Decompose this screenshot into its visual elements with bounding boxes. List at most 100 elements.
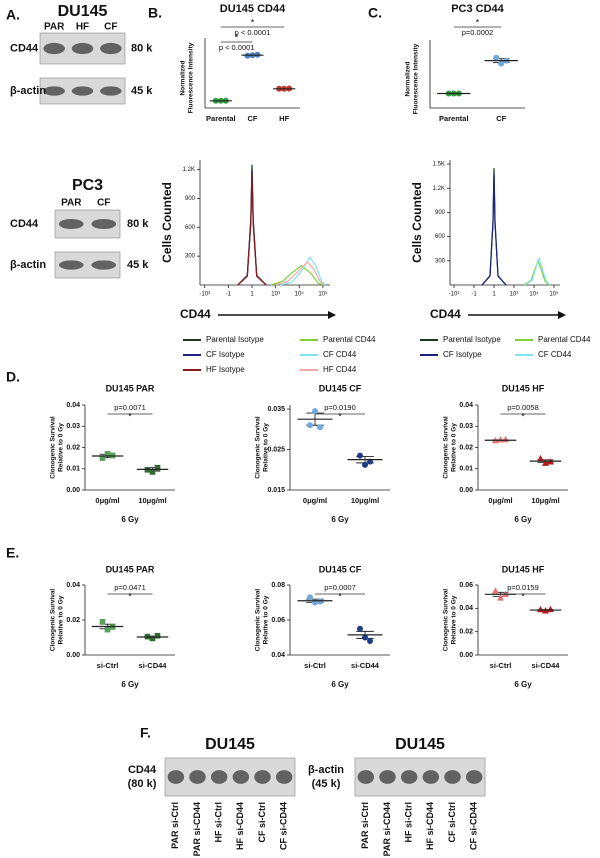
x-tick-label: -1 <box>471 292 477 298</box>
y-axis-label: Cells Counted <box>160 182 174 263</box>
lane-label: CF si-CD44 <box>469 802 479 850</box>
y-axis-label: Cells Counted <box>410 182 424 263</box>
y-axis-label: Relative to 0 Gy <box>451 423 458 472</box>
x-axis-label: 6 Gy <box>331 680 349 689</box>
data-point <box>154 464 161 471</box>
data-point <box>317 598 323 605</box>
blot-band <box>43 86 65 96</box>
significance-star: * <box>476 17 480 27</box>
lane-label: CF <box>97 198 110 209</box>
blot-size: 80 k <box>127 218 149 230</box>
chart-title: DU145 HF <box>502 564 545 574</box>
blot-label: β-actin <box>10 85 46 97</box>
y-axis-label: Clonogenic Survival <box>50 416 57 479</box>
panel-label: F. <box>140 725 151 741</box>
data-point <box>367 638 373 644</box>
x-tick-label: CF <box>496 114 506 123</box>
lane-label: PAR <box>44 22 65 33</box>
y-axis-label: Fluorescence Intensity <box>413 43 420 114</box>
x-tick-label: 10⁴ <box>295 291 305 298</box>
blot-band <box>444 770 461 784</box>
y-tick-label: 0.04 <box>66 402 80 409</box>
blot-size: 80 k <box>131 42 153 54</box>
significance-star: * <box>128 411 132 421</box>
y-tick-label: 300 <box>185 254 196 260</box>
lane-label: PAR si-CD44 <box>192 802 202 856</box>
y-tick-label: 900 <box>185 196 196 202</box>
histogram-line <box>237 174 267 286</box>
y-tick-label: 0.00 <box>459 652 473 659</box>
x-axis-label: CD44 <box>180 307 211 321</box>
significance-star: * <box>235 32 239 42</box>
p-value: p < 0.0001 <box>235 28 271 37</box>
lane-label: HF si-Ctrl <box>214 802 224 843</box>
significance-star: * <box>251 17 255 27</box>
blot-band <box>275 770 293 784</box>
blot-band <box>91 218 117 230</box>
y-tick-label: 0.03 <box>66 423 80 430</box>
blot-band <box>71 86 94 96</box>
data-point <box>307 422 313 429</box>
y-tick-label: 1.2K <box>433 186 445 192</box>
data-point <box>502 435 509 443</box>
data-point <box>104 626 111 633</box>
blot-band <box>422 770 440 784</box>
data-point <box>357 625 363 632</box>
significance-star: * <box>128 591 132 601</box>
x-tick-label: 0μg/ml <box>95 496 119 505</box>
x-axis-label: 6 Gy <box>514 515 532 524</box>
significance-star: * <box>521 591 525 601</box>
y-axis-label: Normalized <box>405 61 412 96</box>
y-axis-label: Fluorescence Intensity <box>188 42 195 113</box>
p-value: p=0.0071 <box>114 403 146 412</box>
chart-title: DU145 PAR <box>106 564 155 574</box>
x-tick-label: 1 <box>492 292 496 298</box>
panel-label: C. <box>368 5 382 21</box>
y-tick-label: 0.02 <box>66 617 80 624</box>
y-tick-label: 0.06 <box>271 617 285 624</box>
data-point <box>357 452 363 459</box>
y-tick-label: 900 <box>435 210 446 216</box>
data-point <box>492 587 499 594</box>
legend-label: CF Isotype <box>206 350 245 359</box>
x-tick-label: HF <box>279 114 289 123</box>
data-point <box>99 455 106 461</box>
y-tick-label: 0.08 <box>271 582 285 589</box>
x-tick-label: 10⁵ <box>318 291 328 298</box>
p-value: p=0.0159 <box>507 583 539 592</box>
y-axis-label: Relative to 0 Gy <box>58 423 65 472</box>
blot-band <box>379 770 396 784</box>
y-axis-label: Normalized <box>180 60 187 95</box>
blot-band <box>465 770 483 784</box>
x-tick-label: 10⁴ <box>529 291 539 298</box>
blot-band <box>167 770 185 784</box>
axis-arrow-head <box>328 311 336 319</box>
panel-label: B. <box>148 5 162 21</box>
chart-title: DU145 PAR <box>106 383 155 393</box>
lane-label: HF si-Ctrl <box>404 802 414 843</box>
chart-title: DU145 CF <box>319 383 362 393</box>
y-tick-label: 0.035 <box>267 406 285 413</box>
x-tick-label: si-Ctrl <box>97 661 119 670</box>
lane-label: PAR si-Ctrl <box>170 802 180 849</box>
x-tick-label: 10μg/ml <box>138 496 166 505</box>
data-point <box>109 452 116 459</box>
x-tick-label: si-CD44 <box>139 661 168 670</box>
data-point <box>498 60 505 67</box>
lane-label: CF si-Ctrl <box>447 802 457 843</box>
y-tick-label: 0.06 <box>459 582 473 589</box>
blot-label: CD44 <box>10 42 39 54</box>
blot-band <box>357 770 375 784</box>
histogram-line <box>280 255 326 286</box>
y-tick-label: 0.03 <box>459 423 473 430</box>
lane-label: PAR si-CD44 <box>382 802 392 856</box>
x-tick-label: 0μg/ml <box>303 496 327 505</box>
blot-band <box>58 260 84 270</box>
panel-label: D. <box>6 369 20 385</box>
blot-band <box>100 42 122 55</box>
y-tick-label: 0.02 <box>459 444 473 451</box>
blot-label: CD44 <box>128 764 157 776</box>
y-tick-label: 600 <box>435 234 446 240</box>
x-axis-label: 6 Gy <box>331 515 349 524</box>
blot-title: DU145 <box>58 3 108 20</box>
